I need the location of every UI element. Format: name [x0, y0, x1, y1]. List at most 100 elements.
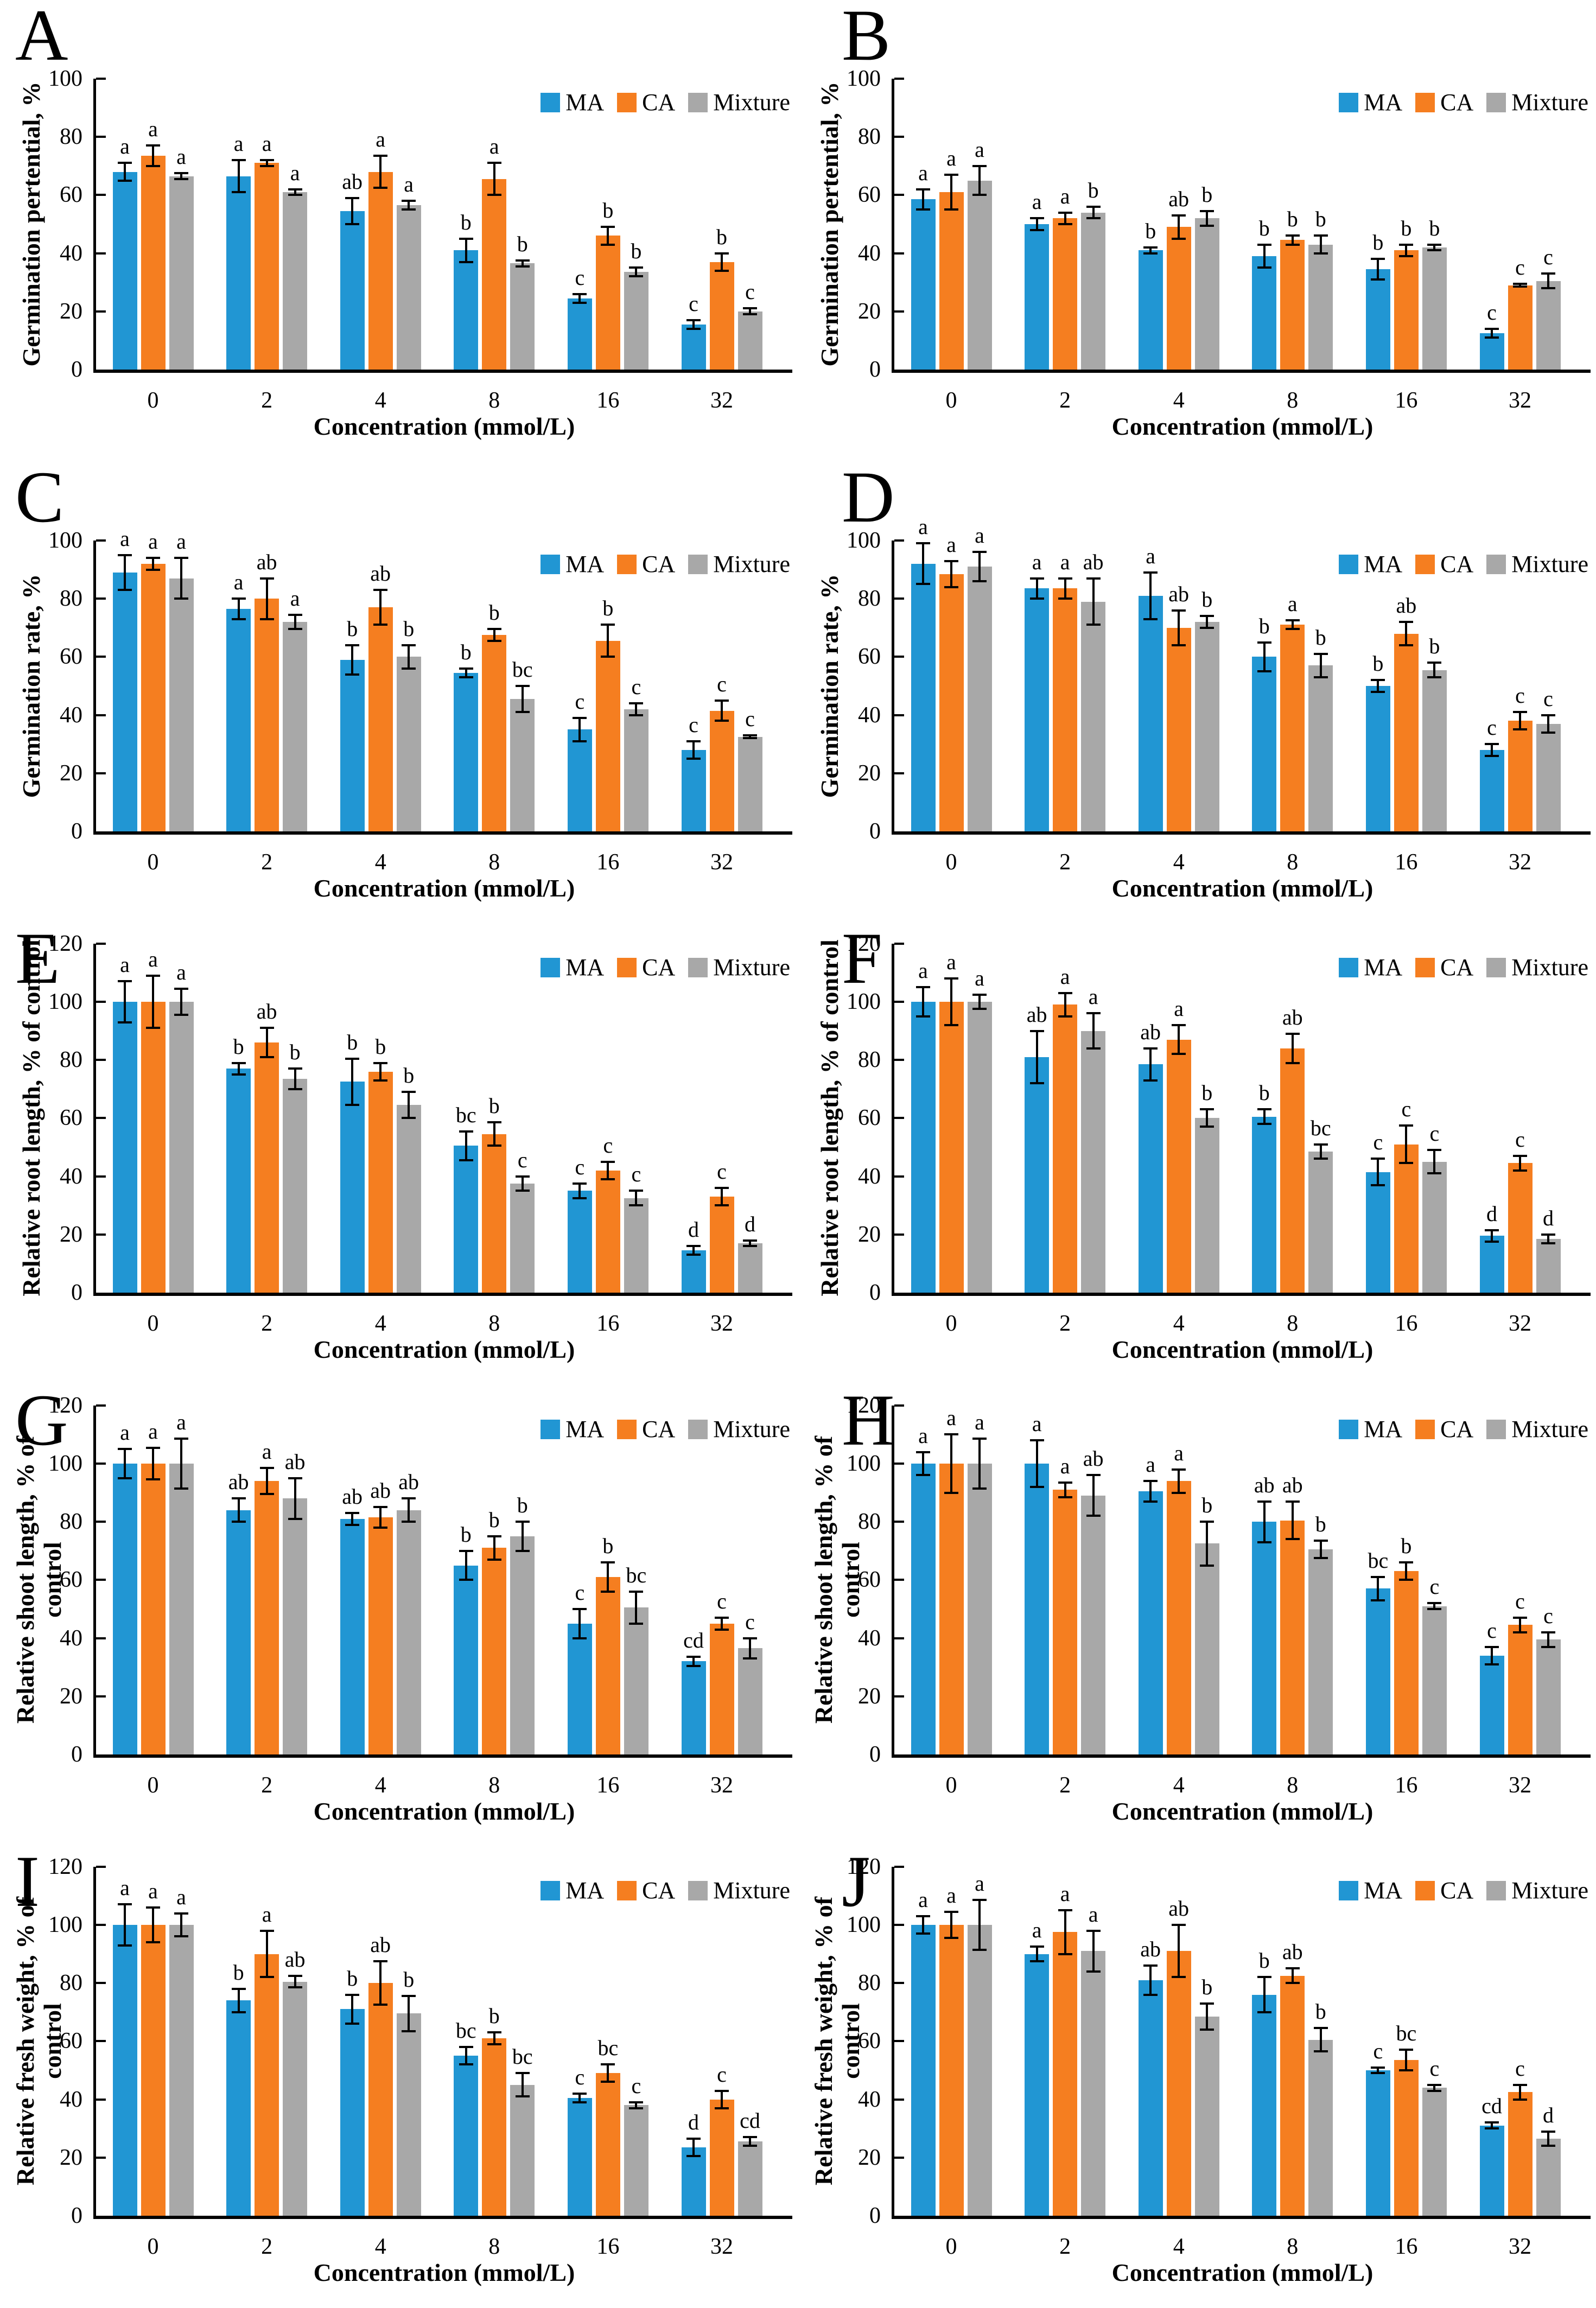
bar-mixture-0 [169, 1464, 194, 1754]
legend-swatch-icon [1339, 1880, 1359, 1900]
y-tick-label: 100 [48, 1451, 82, 1476]
error-bar-cap [146, 568, 160, 571]
sig-letter: c [575, 265, 585, 290]
error-bar-cap [146, 1906, 160, 1909]
y-tick-mark [894, 1521, 904, 1523]
sig-letter: b [602, 198, 614, 223]
chart-panel-G: G Relative shoot length, % of control 0 20 40… [0, 1380, 798, 1847]
error-bar-cap [1427, 1149, 1442, 1152]
error-bar [721, 2090, 723, 2108]
chart-panel-E: E Relative root length, % of control 0 20 40… [0, 918, 798, 1385]
error-bar [1547, 274, 1549, 288]
y-tick-label: 100 [847, 1451, 881, 1476]
sig-letter: b [1201, 1974, 1213, 1999]
bar-mixture-2 [283, 622, 308, 831]
sig-letter: a [1032, 189, 1042, 214]
chart-panel-D: D Germination rate, % 0 20 40 60 80 100 a a a 0 a a ab… [798, 457, 1596, 924]
sig-letter: ab [1282, 1940, 1303, 1964]
error-bar [294, 1478, 296, 1519]
sig-letter: bc [626, 1562, 647, 1587]
error-bar [1064, 1482, 1066, 1497]
legend-item-ca: CA [1415, 91, 1473, 115]
y-tick-mark [894, 1001, 904, 1003]
error-bar [379, 1961, 382, 2005]
error-bar-cap [1285, 1032, 1300, 1035]
error-bar [237, 160, 240, 193]
legend-item-ma: MA [1339, 552, 1402, 576]
error-bar-cap [402, 1117, 416, 1120]
y-tick-mark [96, 2098, 106, 2101]
y-tick-mark [96, 1695, 106, 1697]
error-bar-cap [1029, 228, 1044, 231]
bar-ma-32 [681, 1661, 706, 1754]
y-tick-label: 40 [858, 702, 881, 728]
error-bar-cap [715, 699, 729, 702]
error-bar [1035, 218, 1038, 230]
error-bar-cap [1086, 1012, 1101, 1015]
error-bar-cap [288, 194, 302, 196]
error-bar-cap [1313, 2050, 1328, 2053]
bar-ca-32 [709, 1197, 734, 1293]
bar-ca-8 [482, 635, 507, 831]
error-bar-cap [1200, 209, 1215, 212]
error-bar-cap [715, 1204, 729, 1207]
error-bar [1035, 1947, 1038, 1961]
error-bar [578, 1184, 581, 1198]
sig-letter: c [1487, 715, 1497, 740]
legend-item-ma: MA [1339, 1417, 1402, 1441]
y-tick-mark [894, 194, 904, 196]
bar-mixture-32 [737, 1648, 762, 1754]
y-tick-label: 0 [71, 1742, 82, 1767]
error-bar-cap [1058, 1909, 1072, 1912]
legend-swatch-icon [1415, 957, 1435, 977]
sig-letter: b [460, 639, 472, 664]
error-bar-cap [1285, 619, 1300, 622]
bar-mixture-2 [1081, 601, 1106, 831]
error-bar [1491, 1230, 1493, 1242]
y-tick-mark [96, 1637, 106, 1639]
legend-item-ca: CA [617, 552, 675, 576]
legend-label: CA [1440, 551, 1474, 577]
bar-ma-16 [567, 1191, 592, 1293]
x-tick-label: 32 [710, 1311, 733, 1336]
y-tick-mark [96, 942, 106, 945]
legend-item-mixture: Mixture [1486, 552, 1588, 576]
error-bar [351, 1994, 354, 2024]
y-tick-label: 120 [847, 1854, 881, 1879]
error-bar-cap [1200, 1108, 1215, 1111]
bar-ma-4 [1138, 1064, 1163, 1293]
error-bar [607, 1562, 609, 1592]
error-bar [607, 2064, 609, 2082]
sig-letter: a [262, 1439, 272, 1464]
y-tick-label: 40 [60, 1163, 82, 1189]
x-axis-title: Concentration (mmol/L) [1111, 1797, 1374, 1825]
sig-letter: b [1401, 1534, 1412, 1559]
error-bar [521, 2073, 524, 2097]
sig-letter: cd [740, 2108, 760, 2133]
error-bar-cap [1143, 571, 1158, 574]
error-bar-cap [515, 2072, 530, 2075]
bar-mixture-32 [1536, 723, 1561, 831]
error-bar-cap [174, 1935, 188, 1938]
sig-letter: a [262, 131, 272, 156]
bar-ca-0 [141, 1002, 166, 1293]
error-bar-cap [686, 327, 701, 330]
bar-mixture-8 [1308, 665, 1333, 831]
y-tick-mark [96, 194, 106, 196]
error-bar-cap [231, 2011, 246, 2013]
legend-swatch-icon [617, 957, 637, 977]
error-bar-cap [288, 188, 302, 190]
error-bar-cap [1172, 237, 1186, 240]
y-tick-label: 60 [858, 2029, 881, 2054]
y-tick-label: 120 [48, 931, 82, 956]
error-bar [721, 1188, 723, 1206]
bar-mixture-2 [283, 1079, 308, 1293]
legend-item-ca: CA [1415, 1878, 1473, 1903]
x-tick-label: 8 [1287, 388, 1299, 413]
error-bar-cap [459, 1549, 473, 1552]
error-bar [721, 1618, 723, 1630]
error-bar-cap [629, 1590, 644, 1593]
sig-letter: c [717, 2062, 727, 2087]
bar-ca-4 [1166, 227, 1191, 370]
error-bar [265, 578, 268, 619]
